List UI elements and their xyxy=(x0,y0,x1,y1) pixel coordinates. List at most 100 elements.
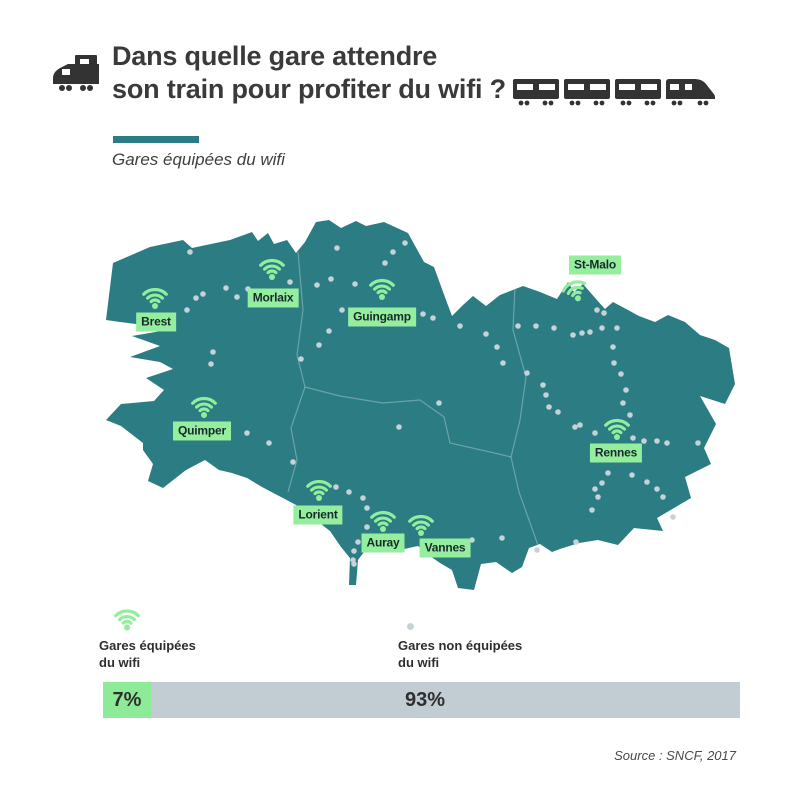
station-dot xyxy=(483,331,489,337)
station-dot xyxy=(630,435,636,441)
station-dot xyxy=(623,387,629,393)
legend-wifi-icon xyxy=(114,609,140,631)
station-dot xyxy=(551,325,557,331)
legend-not-equipped-line1: Gares non équipées xyxy=(398,638,523,653)
legend-not-equipped-line2: du wifi xyxy=(398,655,440,670)
station-dot xyxy=(533,323,539,329)
station-dot xyxy=(546,404,552,410)
station-dot xyxy=(223,285,229,291)
station-dot xyxy=(499,535,505,541)
station-dot xyxy=(364,505,370,511)
station-dot xyxy=(599,480,605,486)
department-borders xyxy=(287,251,540,549)
station-dot xyxy=(339,307,345,313)
station-dot xyxy=(360,495,366,501)
teal-rule xyxy=(113,136,199,143)
station-dot xyxy=(346,489,352,495)
station-dot xyxy=(184,307,190,313)
legend-no-wifi-dot-icon xyxy=(407,623,414,630)
percentage-bar: 7% 93% xyxy=(103,682,740,718)
station-dot xyxy=(664,440,670,446)
page-title: Dans quelle gare attendre son train pour… xyxy=(112,40,506,106)
station-dot xyxy=(193,295,199,301)
station-dot xyxy=(420,311,426,317)
station-dot xyxy=(599,325,605,331)
station-dot xyxy=(627,412,633,418)
brittany-region-shape xyxy=(106,220,735,590)
station-dot xyxy=(234,294,240,300)
not-equipped-percentage: 93% xyxy=(405,688,446,711)
station-dot xyxy=(208,361,214,367)
station-dot xyxy=(644,479,650,485)
station-dot xyxy=(355,539,361,545)
station-dot xyxy=(290,459,296,465)
title-line-2: son train pour profiter du wifi ? xyxy=(112,74,506,104)
station-dot xyxy=(287,279,293,285)
station-dot xyxy=(601,310,607,316)
station-dot xyxy=(524,370,530,376)
station-dot xyxy=(316,342,322,348)
station-dot xyxy=(245,286,251,292)
train-icon xyxy=(513,79,715,106)
station-dot xyxy=(595,494,601,500)
station-dot xyxy=(352,281,358,287)
station-dot xyxy=(610,344,616,350)
legend-equipped-line2: du wifi xyxy=(99,655,141,670)
station-dot xyxy=(605,470,611,476)
station-dot xyxy=(351,548,357,554)
station-dot xyxy=(402,240,408,246)
map-subtitle: Gares équipées du wifi xyxy=(112,150,285,169)
station-dot xyxy=(620,400,626,406)
station-dot xyxy=(641,438,647,444)
station-dot xyxy=(670,514,676,520)
station-dots-layer xyxy=(184,240,701,567)
station-dot xyxy=(390,249,396,255)
station-dot xyxy=(436,400,442,406)
station-dot xyxy=(351,561,357,567)
station-dot xyxy=(573,539,579,545)
station-dot xyxy=(266,440,272,446)
station-dot xyxy=(540,382,546,388)
station-dot xyxy=(430,315,436,321)
station-dot xyxy=(579,330,585,336)
station-dot xyxy=(364,524,370,530)
station-dot xyxy=(328,276,334,282)
station-dot xyxy=(457,323,463,329)
station-dot xyxy=(314,282,320,288)
station-dot xyxy=(570,332,576,338)
station-dot xyxy=(334,245,340,251)
legend-equipped-label: Gares équipées du wifi xyxy=(99,637,196,671)
station-dot xyxy=(326,328,332,334)
not-equipped-bar-segment: 93% xyxy=(405,682,445,718)
station-dot xyxy=(660,494,666,500)
station-dot xyxy=(187,249,193,255)
station-dot xyxy=(244,430,250,436)
station-dot xyxy=(587,329,593,335)
legend-equipped-line1: Gares équipées xyxy=(99,638,196,653)
station-dot xyxy=(592,430,598,436)
station-dot xyxy=(515,323,521,329)
locomotive-icon xyxy=(53,55,99,91)
station-dot xyxy=(594,307,600,313)
equipped-percentage: 7% xyxy=(112,688,142,711)
station-dot xyxy=(654,438,660,444)
station-dot xyxy=(592,486,598,492)
station-dot xyxy=(396,424,402,430)
station-dot xyxy=(589,507,595,513)
source-credit: Source : SNCF, 2017 xyxy=(614,748,736,763)
station-dot xyxy=(494,344,500,350)
title-line-1: Dans quelle gare attendre xyxy=(112,41,438,71)
station-dot xyxy=(572,424,578,430)
station-dot xyxy=(469,537,475,543)
station-dot xyxy=(618,371,624,377)
station-dot xyxy=(695,440,701,446)
station-dot xyxy=(210,349,216,355)
station-dot xyxy=(298,356,304,362)
station-dot xyxy=(654,486,660,492)
station-dot xyxy=(629,472,635,478)
legend-not-equipped-label: Gares non équipées du wifi xyxy=(398,637,522,671)
station-dot xyxy=(543,392,549,398)
station-dot xyxy=(200,291,206,297)
station-dot xyxy=(333,484,339,490)
